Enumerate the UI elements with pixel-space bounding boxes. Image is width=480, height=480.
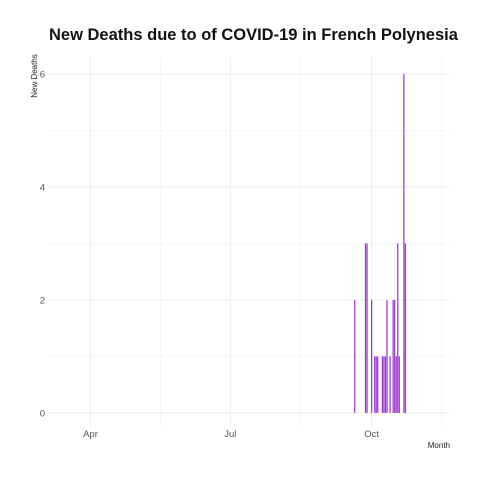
bar bbox=[394, 299, 396, 413]
bar bbox=[403, 73, 405, 413]
bar bbox=[404, 243, 407, 413]
axis-labels: 0 2 4 6 Apr Jul Oct bbox=[40, 69, 380, 440]
y-tick-label: 6 bbox=[40, 69, 45, 80]
bar bbox=[374, 356, 376, 413]
y-tick-label: 4 bbox=[40, 182, 45, 193]
bar bbox=[392, 299, 394, 413]
bar bbox=[383, 356, 385, 413]
x-tick-label: Apr bbox=[83, 429, 98, 440]
bar bbox=[377, 356, 379, 413]
bar bbox=[386, 299, 388, 413]
bars bbox=[354, 73, 407, 413]
bar bbox=[389, 356, 391, 413]
bar bbox=[371, 299, 373, 413]
y-axis-title: New Deaths bbox=[30, 54, 39, 98]
bar bbox=[366, 243, 368, 413]
bar bbox=[398, 356, 400, 413]
bar bbox=[354, 299, 356, 413]
grid-lines bbox=[49, 57, 450, 427]
bar bbox=[384, 356, 387, 413]
bar bbox=[364, 243, 367, 413]
x-axis-title: Month bbox=[428, 441, 450, 450]
bar bbox=[381, 356, 383, 413]
x-tick-label: Jul bbox=[224, 429, 236, 440]
y-tick-label: 0 bbox=[40, 408, 45, 419]
bar bbox=[375, 356, 377, 413]
bar bbox=[395, 356, 397, 413]
chart-title: New Deaths due to of COVID-19 in French … bbox=[49, 26, 458, 44]
y-tick-label: 2 bbox=[40, 295, 45, 306]
x-tick-label: Oct bbox=[364, 429, 379, 440]
bar bbox=[397, 243, 399, 413]
